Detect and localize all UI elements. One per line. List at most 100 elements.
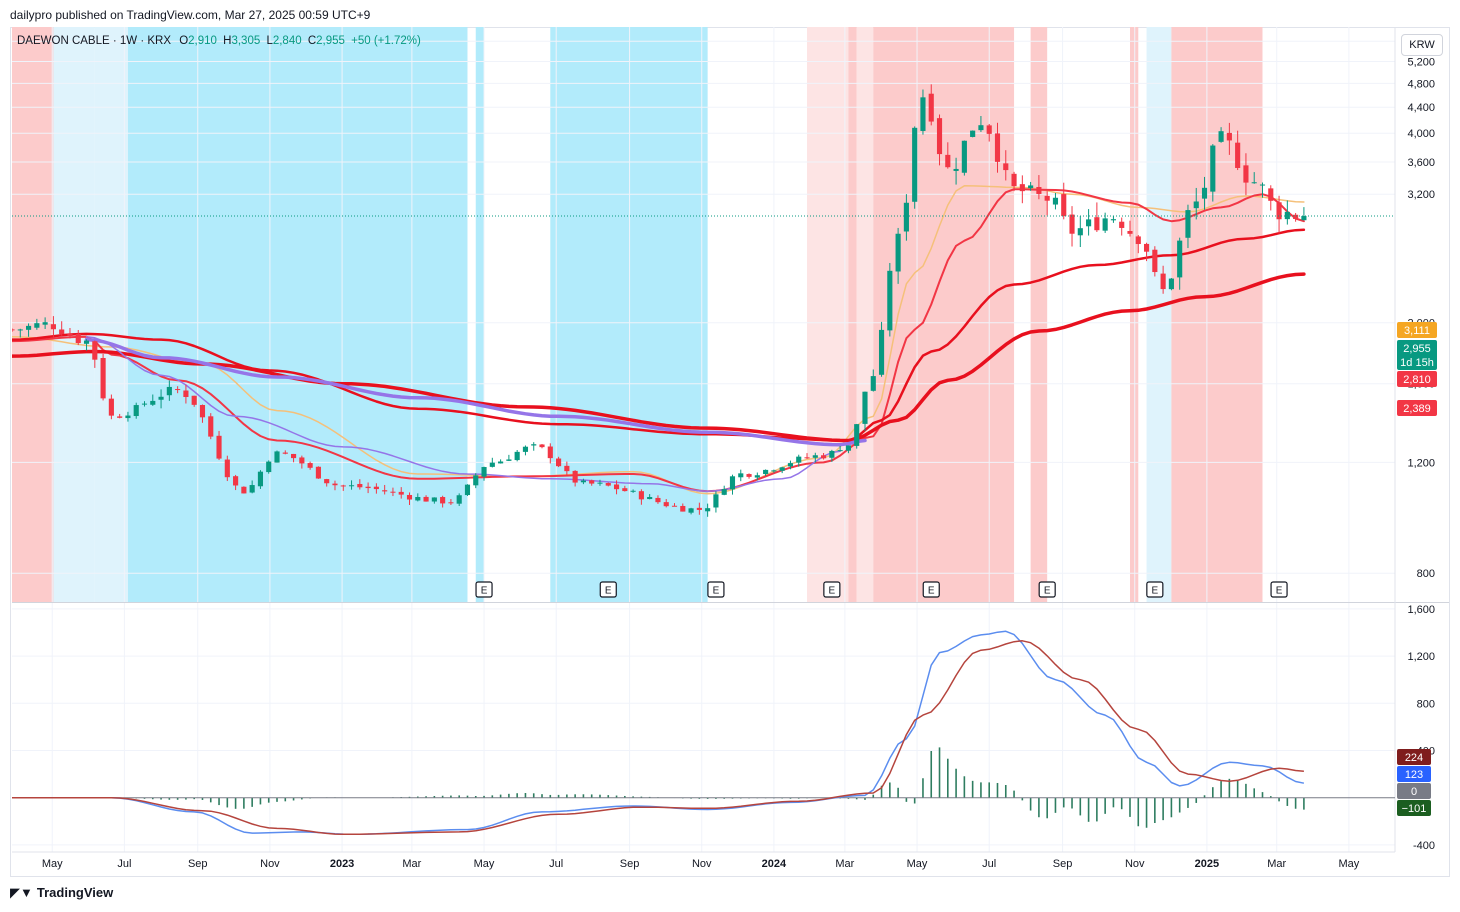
earnings-marker-box — [922, 581, 940, 598]
candle-body — [12, 329, 15, 331]
candle-body — [970, 130, 976, 137]
candle-body — [845, 445, 851, 451]
candle-body — [340, 485, 346, 487]
time-axis[interactable]: May Jul Sep Nov 2023 Mar May Jul Sep Nov 2024 Mar Ma… — [42, 858, 1360, 870]
time-tick-label: Jul — [117, 858, 131, 870]
candle-body — [1301, 216, 1307, 221]
earnings-marker[interactable]: E — [823, 581, 841, 598]
candle-body — [125, 415, 131, 419]
candle-body — [282, 452, 288, 454]
candle-body — [1052, 197, 1059, 205]
candle-body — [83, 340, 90, 344]
candle-body — [42, 322, 48, 325]
candle-body — [771, 470, 777, 472]
candle-body — [812, 455, 818, 458]
candle-body — [315, 466, 321, 479]
macd-value-tag-bg — [1397, 783, 1431, 799]
candle-body — [208, 416, 214, 437]
earnings-marker[interactable]: E — [1270, 581, 1288, 598]
macd-line — [12, 630, 1305, 836]
candle-body — [522, 446, 529, 452]
background-band — [856, 27, 874, 602]
candle-body — [804, 457, 810, 459]
macd-value-tag: −101 — [1397, 800, 1431, 816]
candle-body — [597, 482, 603, 484]
candle-body — [986, 125, 992, 134]
candle-body — [787, 463, 794, 467]
candle-body — [837, 450, 843, 452]
candle-body — [108, 398, 114, 416]
candle-body — [1226, 132, 1232, 141]
symbol-legend: DAEWON CABLE · 1W · KRX O2,910 H3,305 L2… — [17, 35, 421, 47]
earnings-marker[interactable]: E — [707, 581, 725, 598]
time-tick-label: Jul — [982, 858, 996, 870]
legend-low-label: L — [266, 35, 273, 47]
candle-body — [241, 486, 247, 494]
background-band — [550, 27, 708, 602]
candle-body — [390, 491, 396, 493]
candle-body — [1210, 145, 1216, 192]
time-tick-label: Mar — [835, 858, 854, 870]
background-band — [1146, 27, 1172, 602]
candle-body — [564, 465, 570, 472]
candle-body — [25, 325, 32, 330]
macd-tick-label: -400 — [1413, 840, 1435, 852]
legend-close-label: C — [307, 35, 317, 47]
candle-body — [878, 329, 885, 375]
earnings-marker[interactable]: E — [1146, 581, 1164, 598]
legend-high-label: H — [223, 35, 232, 47]
time-tick-label: Nov — [692, 858, 712, 870]
legend-symbol: DAEWON CABLE · 1W · KRX — [17, 35, 171, 47]
time-tick-label: Sep — [620, 858, 640, 870]
earnings-marker[interactable]: E — [922, 581, 940, 598]
ma-line-4 — [12, 272, 1306, 443]
candle-body — [713, 494, 719, 508]
currency-button[interactable]: KRW — [1401, 34, 1443, 56]
candle-body — [365, 486, 371, 489]
time-tick-label: 2025 — [1195, 858, 1219, 870]
candle-body — [67, 333, 73, 336]
tradingview-brand[interactable]: ◤▼ TradingView — [10, 885, 113, 901]
candle-body — [978, 125, 984, 131]
candle-body — [34, 323, 40, 328]
candle-body — [936, 118, 943, 155]
candle-body — [514, 451, 520, 461]
earnings-marker-box — [1270, 581, 1288, 598]
earnings-marker[interactable]: E — [1038, 581, 1056, 598]
ma-line-6 — [84, 337, 867, 447]
candle-body — [854, 424, 860, 446]
earnings-marker-box — [1146, 581, 1164, 598]
macd-value-tag-text: 123 — [1405, 769, 1423, 781]
time-tick-label: May — [1338, 858, 1359, 870]
price-axis[interactable]: 5,6005,2004,8004,4004,0003,6003,2002,000… — [1407, 36, 1435, 580]
candle-body — [729, 476, 736, 490]
candle-body — [1036, 186, 1042, 194]
candles — [12, 84, 1307, 517]
earnings-marker-label: E — [713, 586, 720, 597]
earnings-marker[interactable]: E — [599, 581, 617, 598]
candle-body — [1086, 219, 1092, 227]
candle-body — [257, 471, 264, 487]
legend-open-label: O — [179, 35, 189, 47]
candle-body — [1251, 182, 1257, 184]
background-bands — [12, 27, 1263, 602]
candle-body — [456, 495, 462, 504]
candle-body — [655, 497, 661, 503]
candle-body — [224, 459, 230, 478]
candle-body — [1094, 217, 1100, 231]
candle-body — [1127, 231, 1133, 234]
candle-body — [382, 490, 388, 492]
time-tick-label: May — [474, 858, 495, 870]
candle-body — [821, 455, 827, 459]
candle-body — [738, 473, 744, 478]
macd-tick-label: 800 — [1417, 698, 1435, 710]
earnings-marker[interactable]: E — [475, 581, 493, 598]
candle-body — [50, 324, 56, 330]
macd-value-tag: 0 — [1397, 783, 1431, 799]
candle-body — [680, 505, 686, 512]
candle-body — [266, 461, 272, 473]
candle-body — [539, 444, 545, 448]
